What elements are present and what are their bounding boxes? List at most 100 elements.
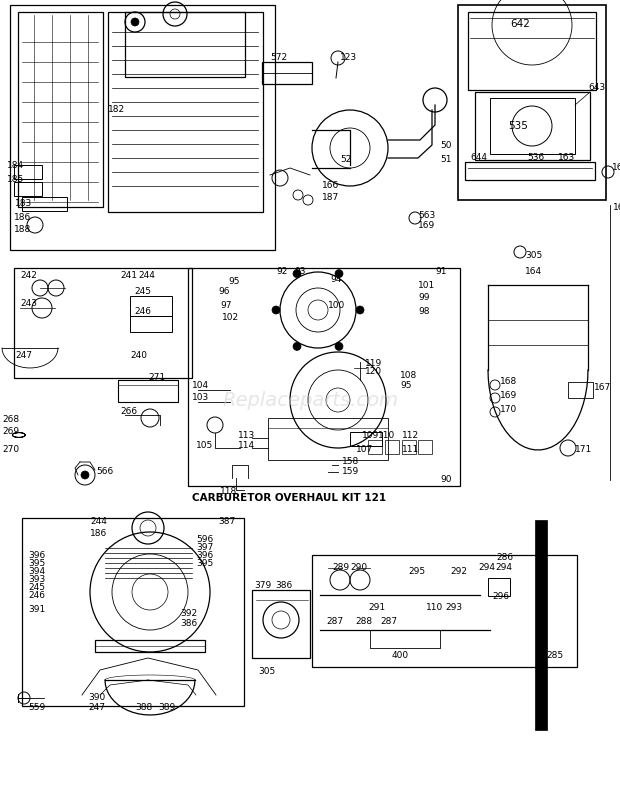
Text: 109: 109: [362, 432, 379, 440]
Bar: [188, 268, 460, 486]
Text: 290: 290: [350, 563, 367, 573]
Circle shape: [335, 269, 343, 278]
Text: 170: 170: [500, 406, 517, 414]
Bar: [268, 418, 388, 460]
Bar: [568, 382, 593, 398]
Bar: [418, 440, 432, 454]
Bar: [350, 432, 382, 446]
Bar: [262, 62, 312, 84]
Text: 643: 643: [588, 83, 605, 93]
Bar: [18, 12, 103, 207]
Text: 187: 187: [322, 192, 339, 201]
Text: 171: 171: [575, 445, 592, 455]
Bar: [14, 182, 42, 196]
Text: 386: 386: [180, 619, 197, 629]
Text: 91: 91: [435, 268, 446, 276]
Text: 391: 391: [28, 606, 45, 615]
Text: 271: 271: [148, 374, 165, 383]
Text: 269: 269: [2, 428, 19, 436]
Bar: [130, 296, 172, 316]
Text: 114: 114: [238, 441, 255, 451]
Text: 293: 293: [445, 604, 462, 612]
Text: Replaceparts.com: Replaceparts.com: [222, 390, 398, 409]
Text: 305: 305: [525, 250, 542, 260]
Text: 389: 389: [158, 703, 175, 713]
Bar: [402, 440, 416, 454]
Text: 390: 390: [88, 694, 105, 703]
Text: 95: 95: [400, 380, 412, 390]
Text: 182: 182: [108, 105, 125, 115]
Text: 183: 183: [15, 200, 32, 208]
Text: 246: 246: [134, 307, 151, 317]
Text: 387: 387: [218, 517, 235, 527]
Text: 596: 596: [196, 535, 213, 545]
Bar: [108, 12, 263, 212]
Bar: [488, 578, 510, 596]
Bar: [95, 640, 205, 652]
Text: 242: 242: [20, 271, 37, 280]
Text: 120: 120: [365, 367, 382, 376]
Bar: [252, 590, 310, 658]
Circle shape: [293, 342, 301, 350]
Text: 245: 245: [134, 287, 151, 295]
Text: 97: 97: [220, 300, 231, 310]
Bar: [22, 197, 67, 211]
Text: 247: 247: [15, 351, 32, 360]
Text: CARBURETOR OVERHAUL KIT 121: CARBURETOR OVERHAUL KIT 121: [192, 493, 386, 503]
Text: 167: 167: [594, 383, 611, 393]
Text: 107: 107: [356, 445, 373, 455]
Text: 395: 395: [28, 559, 45, 569]
Bar: [125, 12, 245, 77]
Text: 288: 288: [355, 618, 372, 626]
Text: 396: 396: [196, 551, 213, 561]
Text: 644: 644: [470, 154, 487, 162]
Text: 166: 166: [322, 181, 339, 189]
Text: 400: 400: [392, 652, 409, 661]
Text: 112: 112: [402, 432, 419, 440]
Text: 296: 296: [492, 592, 509, 601]
Text: 294: 294: [478, 563, 495, 573]
Text: 386: 386: [275, 581, 292, 589]
Text: 159: 159: [342, 467, 359, 477]
Text: 51: 51: [440, 155, 451, 165]
Text: 104: 104: [192, 380, 209, 390]
Text: 286: 286: [496, 554, 513, 562]
Text: 105: 105: [196, 440, 213, 450]
Text: 108: 108: [400, 371, 417, 379]
Text: 169: 169: [500, 391, 517, 401]
Text: 103: 103: [192, 394, 210, 402]
Text: 158: 158: [342, 458, 359, 466]
Text: 642: 642: [510, 19, 530, 29]
Text: 563: 563: [418, 211, 435, 219]
Text: 165: 165: [612, 163, 620, 173]
Text: 294: 294: [495, 563, 512, 573]
Text: 102: 102: [222, 314, 239, 322]
Text: 92: 92: [276, 268, 288, 276]
Text: 393: 393: [28, 576, 45, 584]
Text: 241: 241: [120, 271, 137, 280]
Text: 52: 52: [340, 155, 352, 165]
Text: 101: 101: [418, 280, 435, 290]
Text: 50: 50: [440, 140, 451, 150]
Text: 163: 163: [558, 154, 575, 162]
Text: 305: 305: [258, 668, 275, 676]
Text: 99: 99: [418, 294, 430, 303]
Text: 94: 94: [330, 276, 342, 284]
Text: 246: 246: [28, 592, 45, 600]
Text: 394: 394: [28, 568, 45, 577]
Circle shape: [293, 269, 301, 278]
Bar: [130, 316, 172, 332]
Text: 93: 93: [294, 268, 306, 276]
Bar: [535, 520, 547, 730]
Text: 266: 266: [120, 408, 137, 417]
Text: 566: 566: [96, 467, 113, 477]
Bar: [490, 98, 575, 154]
Bar: [458, 5, 606, 200]
Text: 90: 90: [440, 475, 451, 485]
Text: 536: 536: [527, 154, 544, 162]
Text: 268: 268: [2, 416, 19, 425]
Text: 572: 572: [270, 54, 287, 63]
Bar: [14, 165, 42, 179]
Text: 95: 95: [228, 277, 239, 287]
Text: 100: 100: [328, 300, 345, 310]
